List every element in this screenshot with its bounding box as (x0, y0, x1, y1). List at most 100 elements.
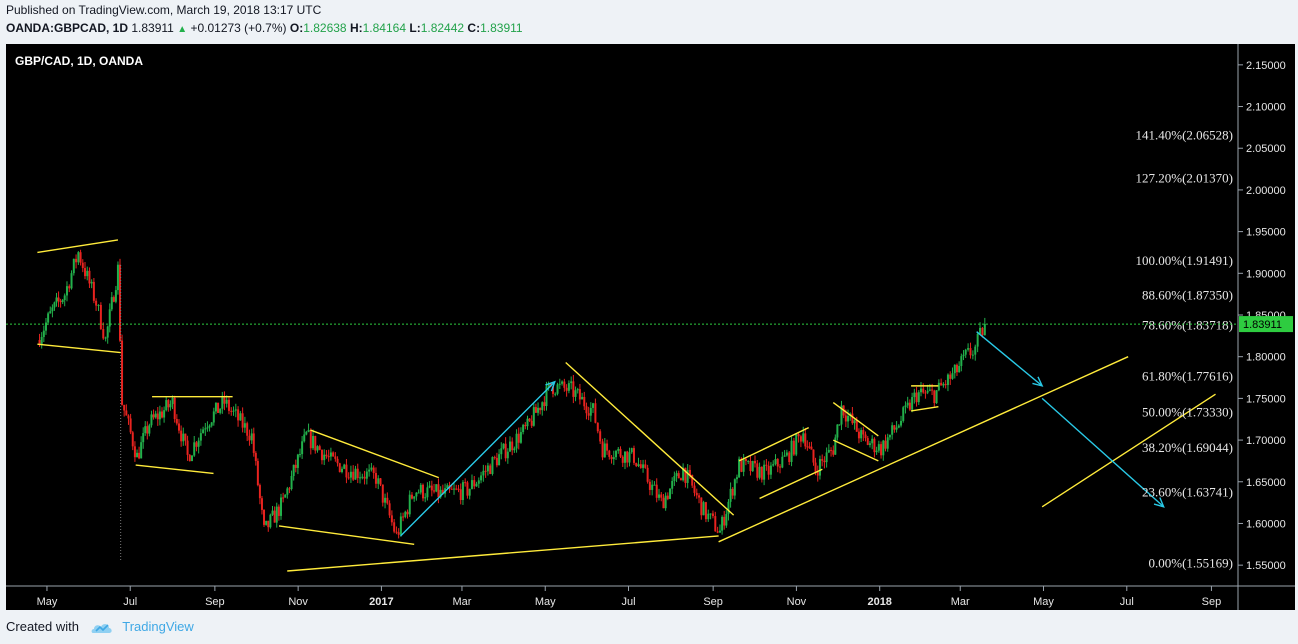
y-tick-label: 1.60000 (1246, 518, 1286, 530)
candle-body (95, 300, 98, 306)
candle-body (154, 413, 157, 418)
candle-body (539, 407, 542, 411)
candle-body (795, 434, 798, 455)
candle-body (108, 309, 111, 327)
candle-body (875, 450, 878, 453)
candle-body (599, 431, 602, 442)
candle-body (951, 373, 954, 379)
candle-body (459, 489, 462, 501)
candle-body (301, 441, 304, 455)
candle-body (223, 397, 226, 404)
candle-body (664, 495, 667, 509)
candle-body (361, 476, 364, 478)
last-price: 1.83911 (131, 21, 174, 35)
candle-body (958, 365, 961, 373)
candle-body (888, 434, 891, 438)
candle-body (314, 435, 317, 451)
trendline (718, 356, 1129, 543)
candle-body (528, 418, 531, 421)
candle-body (237, 409, 240, 421)
candle-body (517, 433, 520, 443)
candle-body (626, 451, 629, 463)
candle-body (642, 464, 645, 468)
candle-body (359, 477, 362, 479)
candle-body (779, 466, 782, 468)
candle-body (99, 304, 102, 330)
candle-body (545, 386, 548, 407)
candle-body (294, 464, 297, 468)
candle-body (133, 446, 136, 458)
candle-body (630, 448, 633, 453)
y-tick-label: 1.55000 (1246, 560, 1286, 572)
candle-body (967, 348, 970, 350)
candle-body (928, 389, 931, 391)
y-tick-label: 2.10000 (1246, 102, 1286, 114)
candle-body (165, 400, 168, 411)
candle-body (320, 449, 323, 461)
open-label: O: (289, 21, 304, 35)
candle-body (408, 494, 411, 515)
candle-body (953, 364, 956, 374)
current-price-label: 1.83911 (1243, 319, 1282, 331)
candle-body (384, 497, 387, 503)
candle-body (275, 506, 278, 523)
candle-body (788, 452, 791, 462)
symbol-label[interactable]: OANDA:GBPCAD, 1D (6, 21, 129, 35)
fib-level-label: 50.00%(1.73330) (1142, 404, 1233, 419)
candle-body (906, 402, 909, 406)
candle-body (684, 467, 687, 483)
candle-body (556, 384, 559, 394)
candle-body (506, 451, 509, 459)
fib-level-label: 0.00%(1.55169) (1149, 556, 1234, 571)
candle-body (522, 424, 525, 433)
candle-body (332, 452, 335, 457)
candle-body (691, 474, 694, 486)
fib-level-label: 61.80%(1.77616) (1142, 369, 1233, 384)
candle-body (832, 450, 835, 455)
candle-body (513, 448, 516, 451)
candle-body (84, 268, 87, 277)
trendline (135, 464, 214, 475)
candle-body (799, 436, 802, 442)
x-tick-label: Sep (703, 596, 723, 608)
candle-body (173, 397, 176, 419)
chart-title: GBP/CAD, 1D, OANDA (15, 54, 143, 68)
candle-body (543, 402, 546, 407)
candle-body (866, 438, 869, 445)
candle-body (955, 364, 958, 373)
candle-body (760, 466, 763, 480)
candle-body (349, 471, 352, 478)
candle-body (150, 414, 153, 426)
tradingview-link[interactable]: TradingView (122, 619, 194, 634)
price-chart[interactable]: 141.40%(2.06528) 127.20%(2.01370) 100.00%(… (6, 44, 1295, 610)
candle-body (316, 446, 319, 451)
candle-body (979, 327, 982, 334)
candle-body (246, 423, 249, 436)
candle-body (267, 520, 270, 528)
candle-body (877, 444, 880, 451)
candle-body (232, 410, 235, 412)
candle-body (893, 425, 896, 430)
candle-body (723, 516, 726, 526)
high-label: H: (349, 21, 363, 35)
candle-body (570, 381, 573, 384)
chart-panel[interactable]: 141.40%(2.06528) 127.20%(2.01370) 100.00%(… (6, 44, 1295, 610)
close-value: 1.83911 (480, 21, 523, 35)
candle-body (524, 424, 527, 427)
candle-body (714, 516, 717, 532)
candle-body (92, 281, 95, 301)
x-tick-label: Jul (1120, 596, 1134, 608)
candle-body (435, 484, 438, 492)
candle-body (804, 433, 807, 447)
y-tick-label: 1.65000 (1246, 477, 1286, 489)
candle-body (430, 485, 433, 491)
candle-body (212, 411, 215, 423)
candle-body (808, 446, 811, 448)
candle-body (581, 396, 584, 400)
candle-body (731, 488, 734, 496)
candle-body (565, 387, 568, 391)
candle-body (125, 410, 128, 416)
candle-body (195, 442, 198, 447)
candle-body (329, 452, 332, 457)
candle-body (354, 468, 357, 480)
